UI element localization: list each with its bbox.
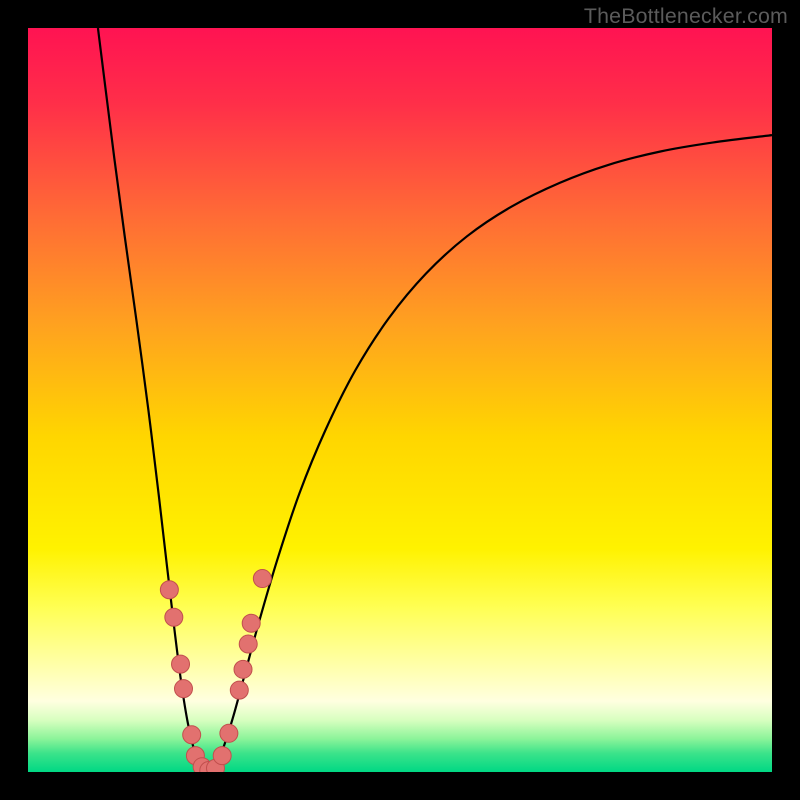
chart-background-gradient	[28, 28, 772, 772]
data-marker	[239, 635, 257, 653]
data-marker	[213, 747, 231, 765]
data-marker	[234, 660, 252, 678]
data-marker	[165, 608, 183, 626]
data-marker	[253, 570, 271, 588]
data-marker	[174, 680, 192, 698]
data-marker	[242, 614, 260, 632]
bottleneck-chart	[0, 0, 800, 800]
data-marker	[172, 655, 190, 673]
data-marker	[220, 724, 238, 742]
data-marker	[230, 681, 248, 699]
data-marker	[183, 726, 201, 744]
bottleneck-chart-frame: TheBottlenecker.com	[0, 0, 800, 800]
data-marker	[160, 581, 178, 599]
watermark-label: TheBottlenecker.com	[584, 4, 788, 29]
